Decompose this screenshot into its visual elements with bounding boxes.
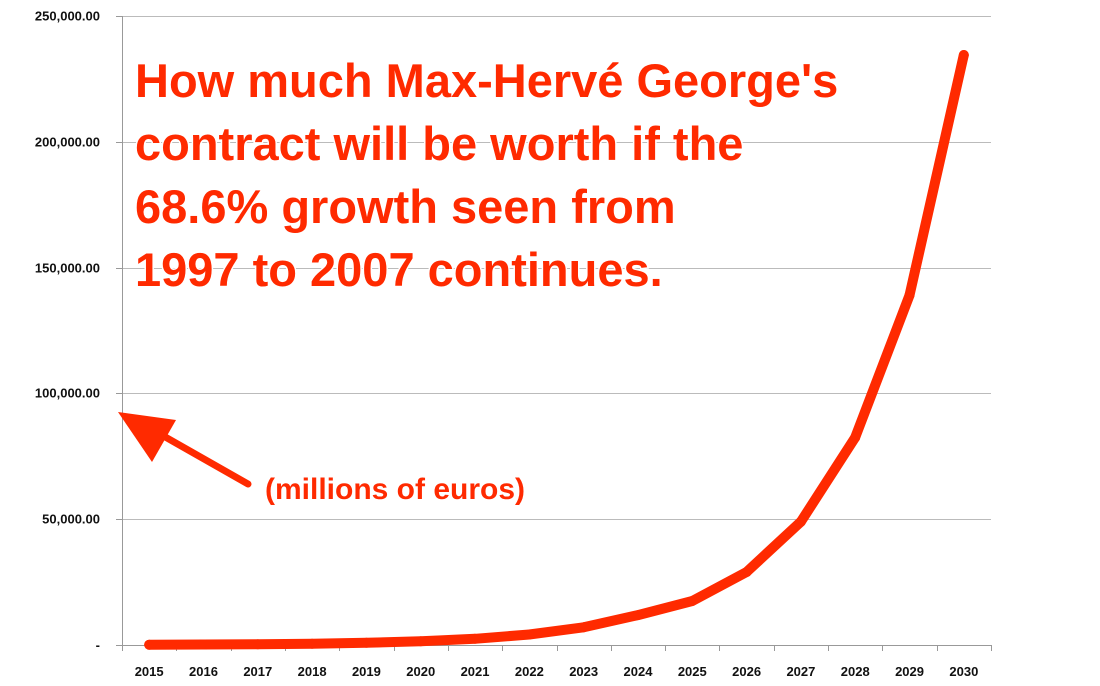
data-points — [144, 49, 969, 650]
data-point-2015 — [144, 639, 155, 650]
units-annotation: (millions of euros) — [265, 473, 525, 506]
x-tick-label: 2020 — [406, 664, 435, 679]
axes — [116, 16, 992, 651]
data-point-2023 — [578, 622, 589, 633]
data-point-2018 — [307, 638, 318, 649]
chart-headline: How much Max-Hervé George's contract wil… — [134, 53, 840, 298]
x-tick-label: 2030 — [949, 664, 978, 679]
x-tick-label: 2024 — [624, 664, 654, 679]
data-point-2028 — [850, 432, 861, 443]
gridlines — [122, 16, 991, 520]
x-tick-label: 2025 — [678, 664, 707, 679]
x-tick-label: 2027 — [786, 664, 815, 679]
x-tick-label: 2015 — [135, 664, 164, 679]
headline-line-2: contract will be worth if the — [135, 117, 743, 170]
data-point-2030 — [958, 49, 969, 60]
x-tick-label: 2022 — [515, 664, 544, 679]
data-point-2022 — [524, 629, 535, 640]
y-tick-label: 100,000.00 — [35, 386, 100, 401]
y-axis-tick-labels: - 50,000.00 100,000.00 150,000.00 200,000.00… — [35, 9, 100, 653]
y-tick-label: 250,000.00 — [35, 9, 100, 24]
data-point-2025 — [687, 595, 698, 606]
y-tick-label: 50,000.00 — [42, 512, 100, 527]
x-tick-label: 2018 — [298, 664, 327, 679]
headline-line-4: 1997 to 2007 continues. — [135, 243, 663, 296]
y-tick-label: - — [96, 638, 100, 653]
x-tick-label: 2017 — [243, 664, 272, 679]
data-point-2020 — [415, 636, 426, 647]
headline-line-3: 68.6% growth seen from — [135, 180, 676, 233]
x-tick-label: 2029 — [895, 664, 924, 679]
data-point-2019 — [361, 637, 372, 648]
data-point-2016 — [198, 639, 209, 650]
x-tick-label: 2016 — [189, 664, 218, 679]
data-point-2024 — [632, 610, 643, 621]
y-tick-label: 150,000.00 — [35, 261, 100, 276]
arrow-shaft — [156, 430, 252, 488]
x-tick-label: 2021 — [461, 664, 490, 679]
data-point-2027 — [795, 516, 806, 527]
headline-line-1: How much Max-Hervé George's — [135, 54, 838, 107]
x-tick-label: 2028 — [841, 664, 870, 679]
annotation-arrow — [118, 412, 252, 488]
y-tick-label: 200,000.00 — [35, 135, 100, 150]
x-tick-label: 2026 — [732, 664, 761, 679]
arrow-head — [118, 412, 176, 462]
x-axis-tick-labels: 2015 2016 2017 2018 2019 2020 2021 2022 2023 2024… — [135, 664, 979, 679]
x-tick-label: 2019 — [352, 664, 381, 679]
series-line-contract-value — [144, 50, 969, 650]
data-point-2029 — [904, 290, 915, 301]
x-tick-label: 2023 — [569, 664, 598, 679]
data-point-2021 — [470, 633, 481, 644]
data-point-2026 — [741, 567, 752, 578]
data-point-2017 — [252, 639, 263, 650]
